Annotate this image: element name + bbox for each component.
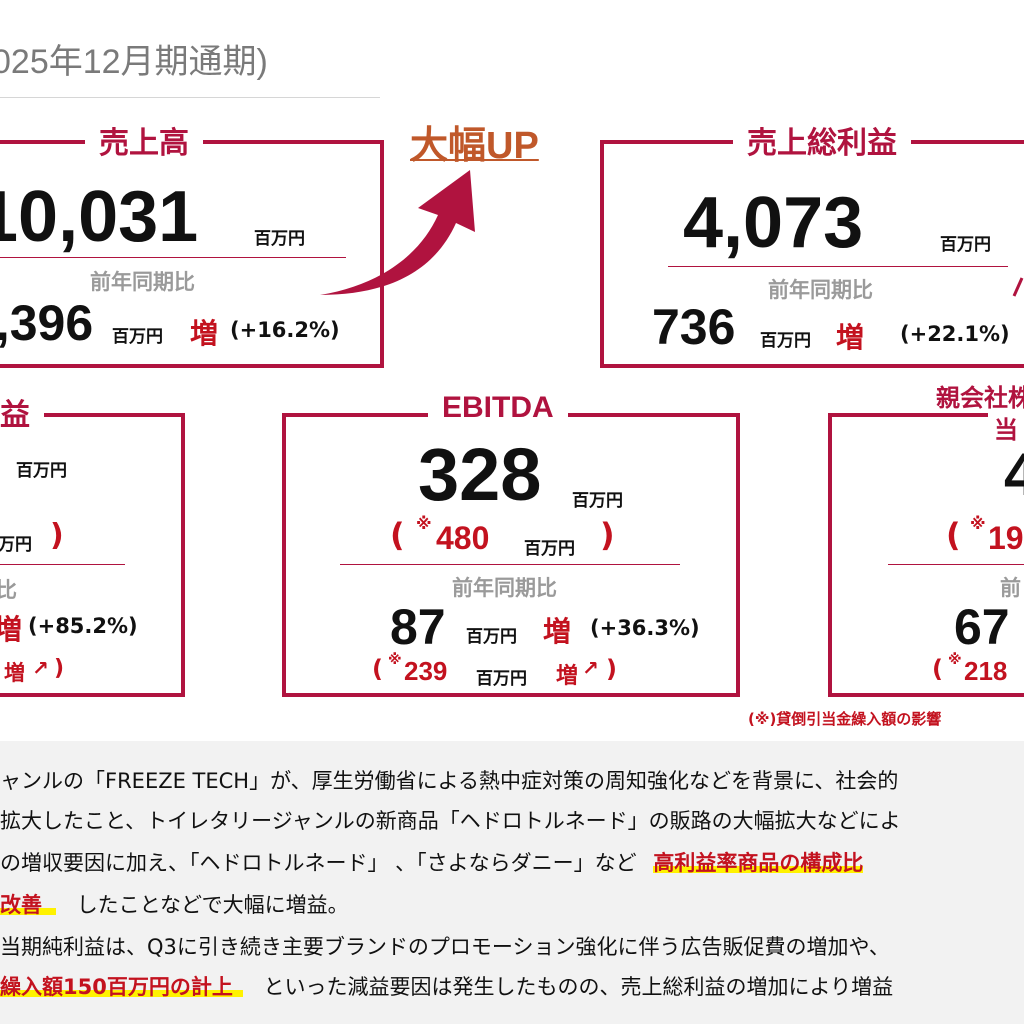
summary-line-6b: といった減益要因は発生したものの、売上総利益の増加により増益 (263, 975, 894, 999)
ebitda-label: EBITDA (428, 391, 568, 425)
ebitda-sub-open: ( (390, 516, 405, 554)
summary-line-3a: の増収要因に加え、「ヘドロトルネード」 、「さよならダニー」など (0, 851, 637, 875)
ebitda-sub-close: ) (600, 516, 615, 554)
operating-profit-sub-paren: ) (50, 518, 64, 553)
net-income-note-value: 218 (964, 656, 1008, 686)
gross-profit-compare-label: 前年同期比 (768, 278, 873, 302)
growth-arrow-small-icon (1012, 277, 1024, 297)
summary-line-5: 当期純利益は、Q3に引き続き主要ブランドのプロモーション強化に伴う広告販促費の増… (0, 935, 890, 959)
summary-line-2: 拡大したこと、トイレタリージャンルの新商品「ヘドロトルネード」の販路の大幅拡大な… (0, 809, 901, 833)
ebitda-compare-label: 前年同期比 (452, 576, 557, 600)
ebitda-sub-value: 480 (436, 520, 490, 556)
gross-profit-change-value: 736 (652, 299, 736, 355)
net-income-sub-open: ( (946, 516, 961, 554)
summary-line-1: ャンルの「FREEZE TECH」が、厚生労働省による熱中症対策の周知強化などを… (0, 769, 899, 793)
gross-profit-label: 売上総利益 (733, 118, 911, 162)
sales-divider (0, 257, 346, 258)
net-income-label-line2: 当 (988, 410, 1024, 445)
summary-highlight-1: 高利益率商品の構成比 (653, 851, 864, 875)
net-income-divider (888, 564, 1024, 565)
summary-line-6: 繰入額150百万円の計上 といった減益要因は発生したものの、売上総利益の増加によ… (0, 971, 893, 1001)
net-income-value: 4 (1004, 441, 1024, 508)
net-income-sub-mark: ※ (970, 514, 986, 533)
sales-label: 売上高 (85, 118, 203, 162)
ebitda-note-value: 239 (404, 656, 448, 686)
gross-profit-divider (668, 266, 1008, 267)
gross-profit-value: 4,073 (683, 183, 864, 263)
ebitda-change-unit: 百万円 (466, 627, 517, 647)
gross-profit-change-unit: 百万円 (760, 331, 811, 351)
trend-up-icon: ↗ (582, 656, 599, 680)
summary-highlight-2: 改善 (0, 893, 56, 917)
sales-unit: 百万円 (254, 229, 305, 249)
operating-profit-note-word: 増 (4, 661, 25, 685)
page-title: 025年12月期通期) (0, 43, 268, 81)
footnote: (※)貸倒引当金繰入額の影響 (748, 710, 942, 728)
sales-change-pct: (+16.2%) (230, 318, 340, 342)
growth-arrow-icon (320, 170, 475, 295)
gross-profit-unit: 百万円 (940, 235, 991, 255)
net-income-card (828, 413, 1024, 697)
ebitda-value: 328 (418, 433, 542, 516)
ebitda-note-mark: ※ (388, 652, 402, 668)
summary-line-3: の増収要因に加え、「ヘドロトルネード」 、「さよならダニー」など 高利益率商品の… (0, 847, 864, 877)
ebitda-note-word: 増 (556, 664, 579, 689)
net-income-note-mark: ※ (948, 652, 962, 668)
net-income-change-value: 67 (954, 599, 1010, 655)
ebitda-divider (340, 564, 680, 565)
ebitda-change-pct: (+36.3%) (590, 616, 700, 640)
ebitda-note-unit: 百万円 (476, 669, 527, 689)
operating-profit-divider (0, 564, 125, 565)
summary-highlight-3: 繰入額150百万円の計上 (0, 975, 243, 999)
operating-profit-change-word: 増 (0, 613, 23, 646)
ebitda-note-close: ) (606, 655, 617, 683)
ebitda-note-open: ( (372, 655, 383, 683)
sales-change-word: 増 (190, 317, 219, 350)
trend-up-icon: ↗ (32, 656, 49, 680)
sales-change-value: 1,396 (0, 295, 94, 351)
ebitda-change-word: 増 (543, 615, 572, 648)
net-income-sub-value: 19 (988, 520, 1024, 556)
ebitda-change-value: 87 (390, 599, 446, 655)
gross-profit-change-word: 増 (836, 321, 865, 354)
sales-compare-label: 前年同期比 (90, 270, 195, 294)
operating-profit-card (0, 413, 185, 697)
ebitda-sub-unit: 百万円 (524, 539, 575, 559)
operating-profit-note-paren: ) (54, 656, 65, 681)
big-up-badge: 大幅UP (410, 125, 539, 167)
ebitda-sub-mark: ※ (416, 514, 432, 533)
operating-profit-unit: 百万円 (16, 461, 67, 481)
net-income-label-line1: 親会社株 (922, 378, 1024, 413)
summary-line-4: 改善 したことなどで大幅に増益。 (0, 889, 349, 919)
title-divider (0, 97, 380, 98)
sales-change-unit: 百万円 (112, 327, 163, 347)
net-income-compare-label: 前 (1000, 576, 1021, 600)
net-income-note-open: ( (932, 655, 943, 683)
gross-profit-change-pct: (+22.1%) (900, 322, 1010, 346)
operating-profit-label: 益 (0, 390, 44, 434)
sales-value: 10,031 (0, 177, 199, 257)
operating-profit-sub-unit: 万円 (0, 535, 32, 555)
operating-profit-compare-label: 比 (0, 578, 17, 602)
operating-profit-change-pct: (+85.2%) (28, 614, 138, 638)
summary-line-4b: したことなどで大幅に増益。 (76, 893, 349, 917)
summary-panel: ャンルの「FREEZE TECH」が、厚生労働省による熱中症対策の周知強化などを… (0, 741, 1024, 1024)
ebitda-unit: 百万円 (572, 491, 623, 511)
